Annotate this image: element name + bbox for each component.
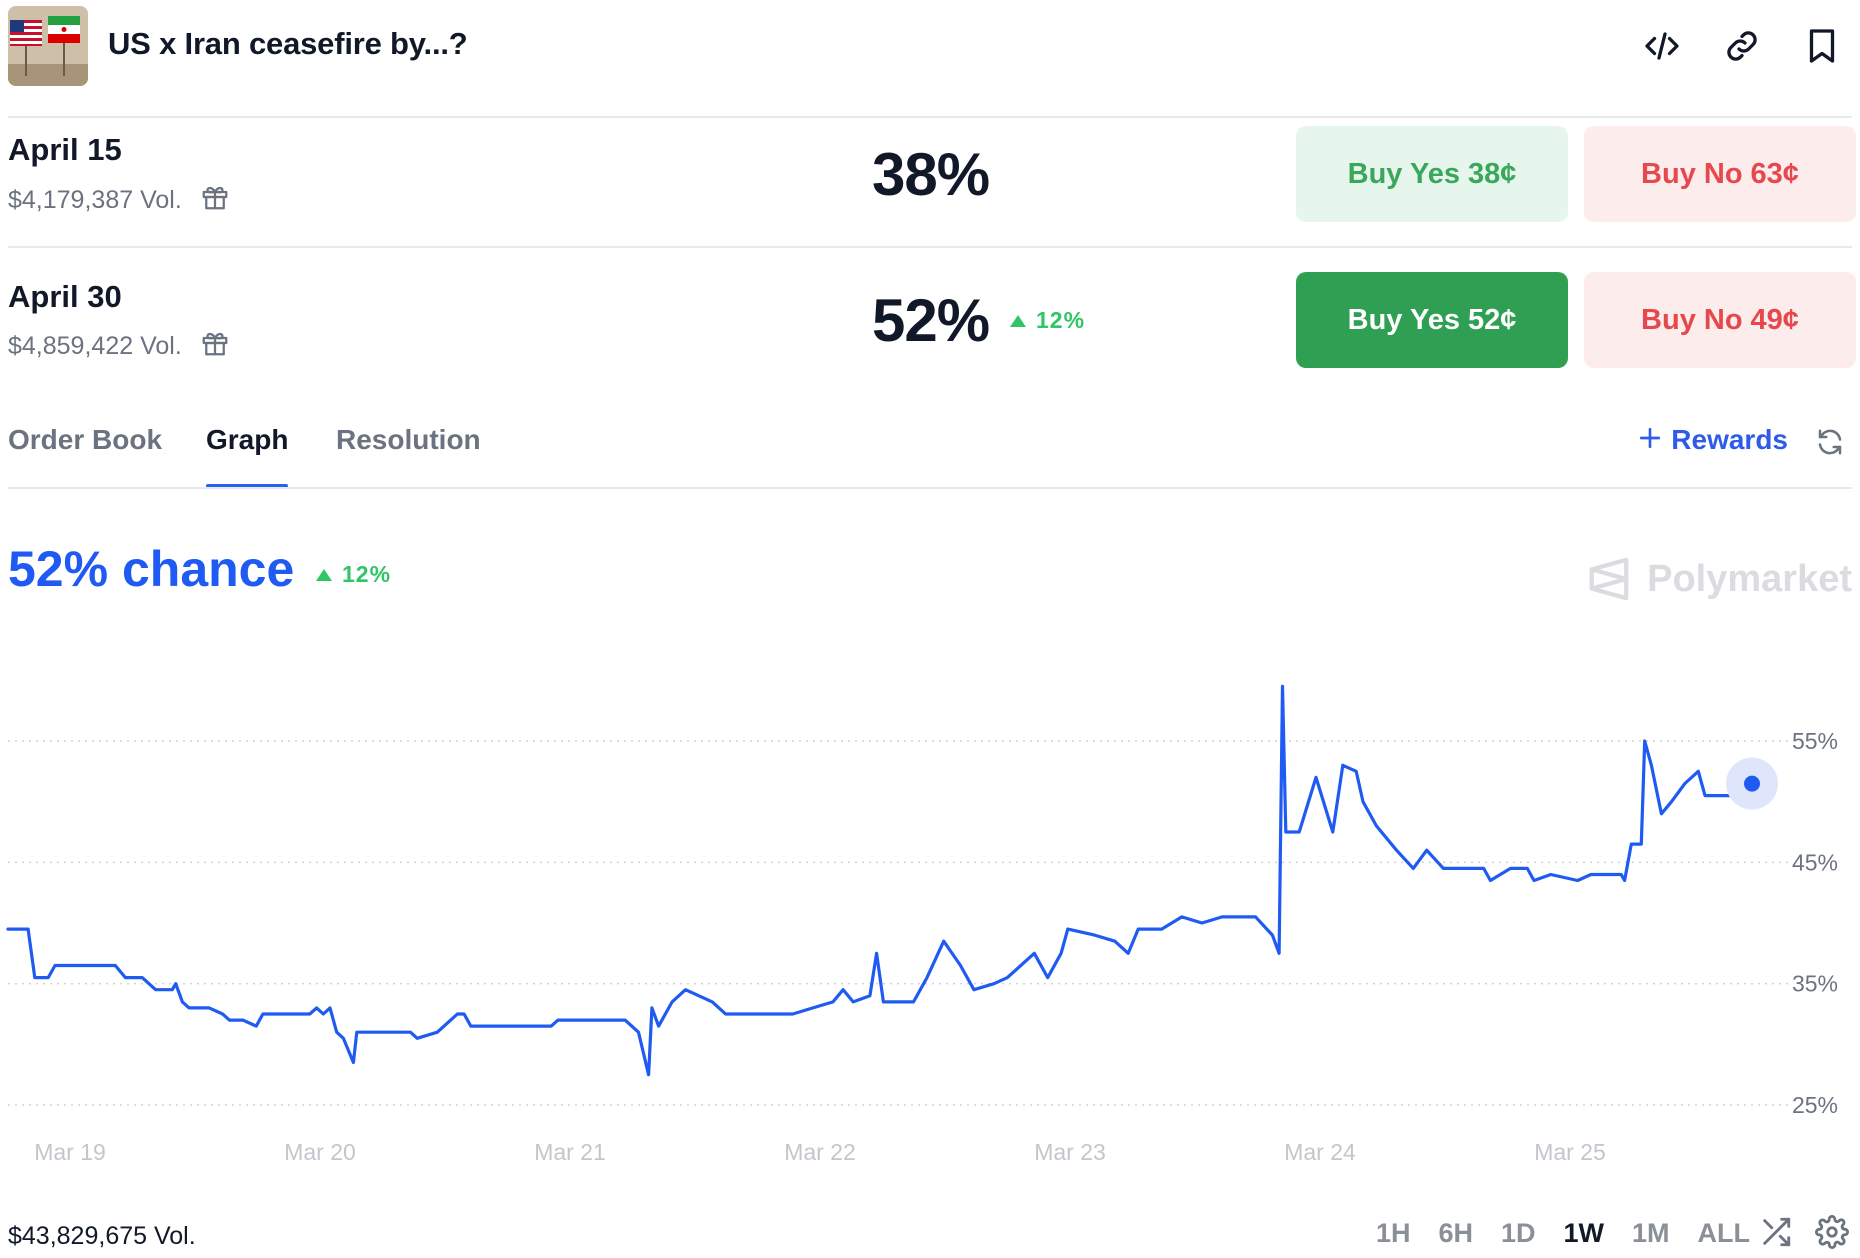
series-line [6, 684, 1754, 1077]
range-1m[interactable]: 1M [1632, 1218, 1670, 1248]
bookmark-icon[interactable] [1800, 24, 1844, 68]
outcome-change-value: 12% [1036, 307, 1086, 333]
outcome-volume-text: $4,179,387 Vol. [8, 186, 182, 214]
x-tick-label: Mar 23 [1034, 1139, 1106, 1165]
rewards-label: Rewards [1671, 424, 1788, 455]
x-axis: Mar 19 Mar 20 Mar 21 Mar 22 Mar 23 Mar 24 Mar … [34, 1139, 1606, 1165]
gift-icon[interactable] [200, 182, 230, 219]
range-1h[interactable]: 1H [1375, 1218, 1411, 1248]
polymarket-logo-icon [1589, 557, 1629, 601]
outcome-volume-text: $4,859,422 Vol. [8, 332, 182, 360]
y-axis: 55% 45% 35% 25% [1792, 728, 1838, 1118]
buy-no-label: Buy No [1641, 303, 1743, 336]
polymarket-watermark: Polymarket [1587, 556, 1852, 602]
outcome-date: April 15 [8, 132, 122, 167]
x-tick-label: Mar 25 [1534, 1139, 1606, 1165]
buy-yes-price: 38¢ [1467, 157, 1517, 190]
arrow-up-icon [316, 568, 332, 581]
arrow-up-icon [1010, 314, 1026, 327]
buy-no-price: 49¢ [1750, 303, 1799, 336]
gift-icon[interactable] [200, 328, 230, 365]
settings-icon[interactable] [1812, 1212, 1852, 1252]
range-1w[interactable]: 1W [1563, 1218, 1605, 1248]
buy-no-label: Buy No [1641, 157, 1743, 190]
link-icon[interactable] [1720, 24, 1764, 68]
divider [8, 487, 1852, 489]
y-tick-label: 35% [1792, 971, 1838, 997]
market-title: US x Iran ceasefire by...? [108, 26, 468, 61]
time-range-selector: 1H 6H 1D 1W 1M ALL [1376, 1218, 1750, 1249]
outcome-date: April 30 [8, 279, 122, 314]
refresh-icon[interactable] [1812, 424, 1848, 460]
buy-no-button[interactable]: Buy No 63¢ [1584, 126, 1856, 222]
x-tick-label: Mar 22 [784, 1139, 856, 1165]
y-tick-label: 55% [1792, 728, 1838, 754]
y-tick-label: 45% [1792, 849, 1838, 875]
total-volume: $43,829,675 Vol. [8, 1222, 196, 1250]
rewards-button[interactable]: Rewards [1639, 424, 1788, 456]
divider [8, 246, 1852, 248]
brand-name: Polymarket [1647, 557, 1852, 600]
buy-yes-button[interactable]: Buy Yes 38¢ [1296, 126, 1568, 222]
x-tick-label: Mar 20 [284, 1139, 356, 1165]
price-chart[interactable]: 55%45%35%25% Mar 19 Mar 20 Mar 21 Mar 22 Mar… [0, 650, 1860, 1180]
buy-no-button[interactable]: Buy No 49¢ [1584, 272, 1856, 368]
y-tick-label: 25% [1792, 1092, 1838, 1118]
outcome-percent: 38% [872, 141, 990, 208]
tab-order-book[interactable]: Order Book [8, 424, 163, 455]
chance-change-value: 12% [342, 561, 392, 587]
x-tick-label: Mar 21 [534, 1139, 606, 1165]
chance-change: 12% [316, 561, 391, 588]
x-tick-label: Mar 19 [34, 1139, 106, 1165]
plus-icon [1639, 424, 1661, 456]
outcome-change: 12% [1010, 307, 1085, 334]
buy-yes-button[interactable]: Buy Yes 52¢ [1296, 272, 1568, 368]
shuffle-icon[interactable] [1756, 1212, 1796, 1252]
marker-dot [1744, 775, 1760, 792]
code-icon[interactable] [1640, 24, 1684, 68]
flags-image [8, 6, 88, 86]
active-tab-indicator [206, 484, 288, 488]
range-all[interactable]: ALL [1697, 1218, 1750, 1248]
last-point-marker [1726, 757, 1778, 810]
tab-graph[interactable]: Graph [206, 424, 289, 455]
x-tick-label: Mar 24 [1284, 1139, 1356, 1165]
buy-yes-price: 52¢ [1467, 303, 1517, 336]
outcome-volume: $4,179,387 Vol. [8, 182, 230, 219]
market-thumbnail [8, 6, 88, 86]
divider [8, 116, 1852, 118]
buy-yes-label: Buy Yes [1347, 303, 1460, 336]
tab-resolution[interactable]: Resolution [336, 424, 481, 455]
range-1d[interactable]: 1D [1500, 1218, 1536, 1248]
buy-yes-label: Buy Yes [1347, 157, 1460, 190]
outcome-volume: $4,859,422 Vol. [8, 328, 230, 365]
chance-headline: 52% chance [8, 541, 295, 597]
range-6h[interactable]: 6H [1438, 1218, 1473, 1248]
buy-no-price: 63¢ [1750, 157, 1799, 190]
outcome-percent: 52% [872, 287, 990, 354]
chart-grid [8, 740, 1790, 1106]
